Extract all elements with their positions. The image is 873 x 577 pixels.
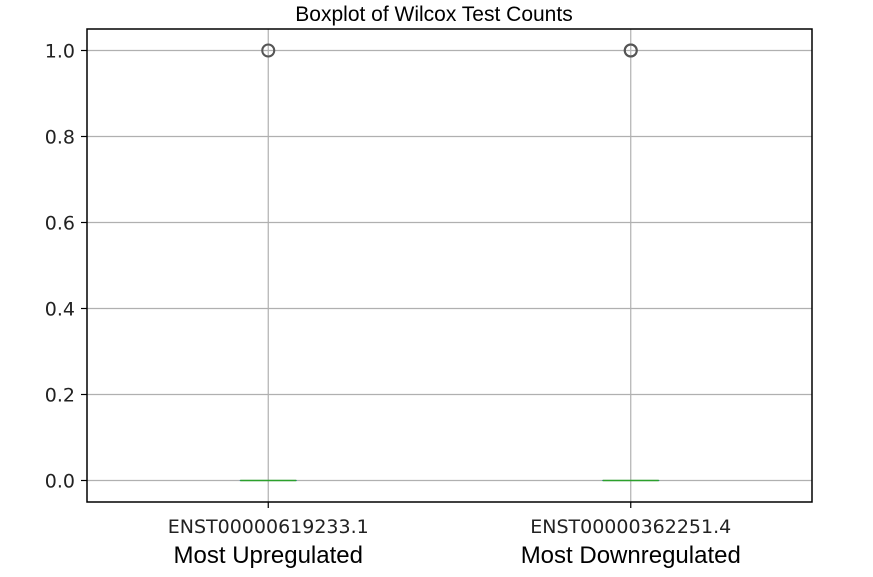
y-tick-label: 0.6 xyxy=(45,213,75,235)
outlier-point xyxy=(623,43,638,58)
axes: 0.0 0.2 0.4 0.6 0.8 1.0 ENST00000619233.1 Most … xyxy=(45,41,741,570)
chart-title: Boxplot of Wilcox Test Counts xyxy=(295,3,572,26)
y-tick-label: 0.2 xyxy=(45,385,75,407)
plot-frame xyxy=(86,28,813,503)
x-category-sublabel: Most Downregulated xyxy=(521,542,741,569)
y-tick-label: 0.4 xyxy=(45,299,75,321)
y-tick-label: 0.0 xyxy=(45,471,75,493)
outlier-point xyxy=(261,43,276,58)
y-tick-label: 1.0 xyxy=(45,41,75,63)
x-tick-label: ENST00000619233.1 xyxy=(168,516,369,538)
x-tick-label: ENST00000362251.4 xyxy=(530,516,731,538)
y-tick-label: 0.8 xyxy=(45,127,75,149)
boxes xyxy=(239,43,660,482)
grid xyxy=(87,29,812,502)
x-category-sublabel: Most Upregulated xyxy=(174,542,363,569)
